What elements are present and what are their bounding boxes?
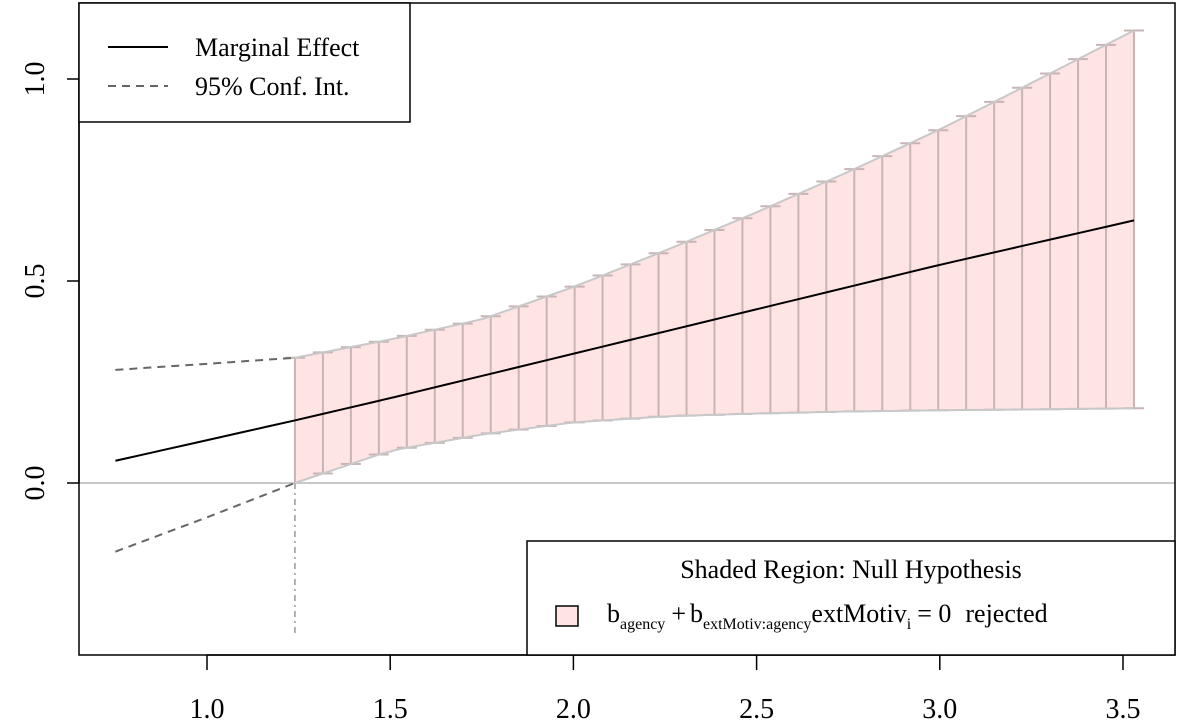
formula-sub-agency: agency (620, 616, 665, 633)
formula-var: extMotiv (811, 599, 906, 628)
ci-lower-line (115, 482, 296, 553)
x-tick-label: 3.0 (922, 694, 957, 725)
ci-upper-line (115, 356, 296, 371)
series-lines (115, 29, 1135, 553)
marginal-effect-line (115, 219, 1135, 462)
ci-lower-edge (294, 407, 1135, 484)
formula-sub-i: i (907, 616, 912, 633)
x-tick-label: 1.0 (190, 694, 225, 725)
formula-sub-interaction: extMotiv:agency (703, 616, 811, 633)
formula-rejected: rejected (965, 599, 1047, 628)
y-tick-label: 0.5 (20, 264, 51, 299)
ci-upper-edge (294, 29, 1135, 359)
legend-formula: bagency + bextMotiv:agencyextMotivi = 0 reje… (607, 599, 1048, 633)
legend-top: Marginal Effect 95% Conf. Int. (78, 2, 411, 123)
formula-b1: b (607, 599, 620, 628)
x-tick-label: 3.5 (1106, 694, 1141, 725)
y-axis: 0.0 0.5 1.0 (20, 62, 80, 501)
x-tick-label: 2.0 (556, 694, 591, 725)
y-tick-label: 0.0 (20, 466, 51, 501)
legend-label-marginal-effect: Marginal Effect (195, 33, 360, 62)
x-tick-label: 2.5 (739, 694, 774, 725)
legend-shade-swatch (555, 605, 579, 627)
formula-b2: b (690, 599, 703, 628)
formula-equals: = 0 (917, 599, 951, 628)
legend-label-conf-int: 95% Conf. Int. (195, 72, 350, 101)
legend-top-box (78, 2, 411, 123)
legend-bottom-title: Shaded Region: Null Hypothesis (680, 555, 1022, 584)
y-tick-label: 1.0 (20, 62, 51, 97)
formula-plus: + (671, 599, 686, 628)
legend-bottom-box (526, 540, 1176, 656)
x-axis: 1.0 1.5 2.0 2.5 3.0 3.5 (190, 654, 1141, 725)
x-tick-label: 1.5 (373, 694, 408, 725)
legend-bottom: Shaded Region: Null Hypothesis bagency + b… (526, 540, 1176, 656)
